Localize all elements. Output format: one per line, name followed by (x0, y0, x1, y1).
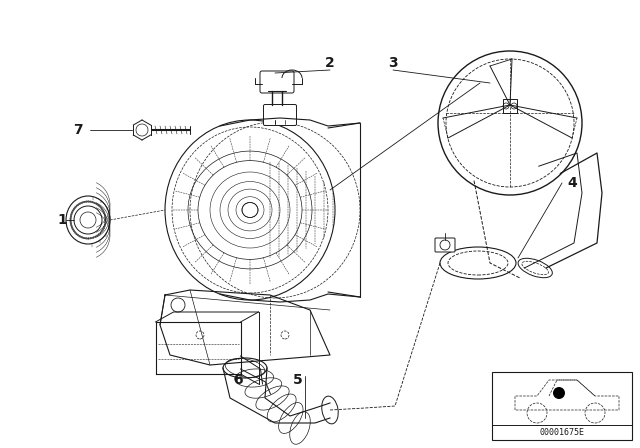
Text: 1: 1 (57, 213, 67, 227)
Text: 4: 4 (567, 176, 577, 190)
Text: 6: 6 (233, 373, 243, 387)
FancyBboxPatch shape (260, 71, 294, 93)
FancyBboxPatch shape (503, 99, 517, 113)
FancyBboxPatch shape (435, 238, 455, 252)
Circle shape (553, 387, 565, 399)
Text: 5: 5 (293, 373, 303, 387)
Text: 00001675E: 00001675E (540, 427, 584, 436)
Text: 3: 3 (388, 56, 398, 70)
FancyBboxPatch shape (264, 104, 296, 125)
Text: 2: 2 (325, 56, 335, 70)
FancyBboxPatch shape (492, 372, 632, 440)
Text: 7: 7 (73, 123, 83, 137)
